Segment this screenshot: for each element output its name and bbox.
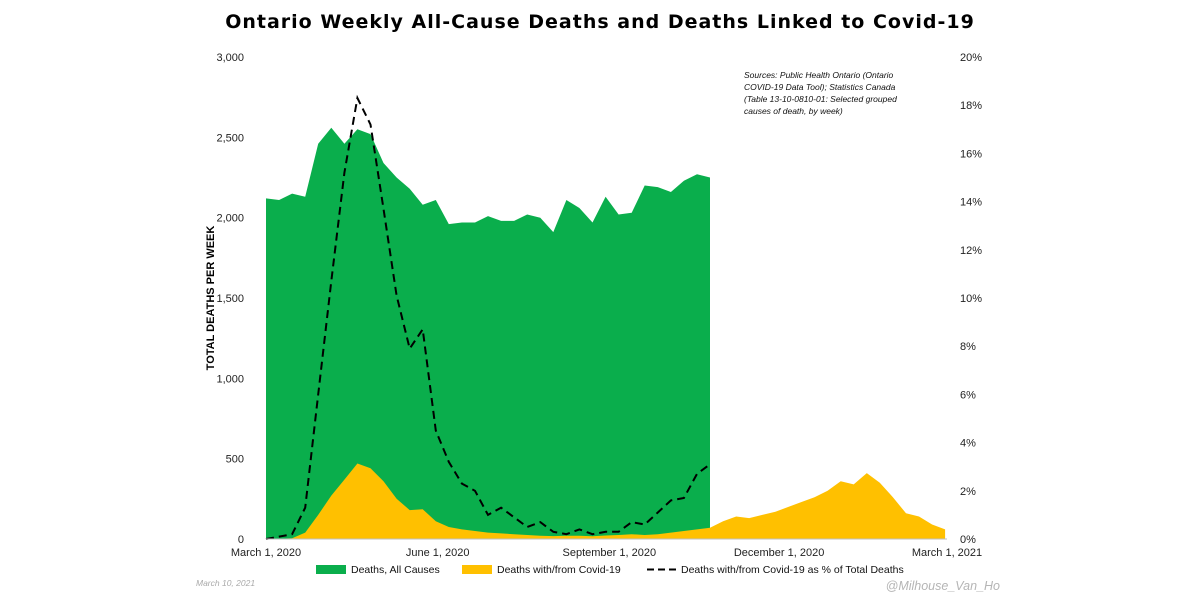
line-layer — [265, 94, 711, 540]
y-tick-label: 3,000 — [216, 52, 244, 64]
area-series-0 — [266, 127, 710, 539]
y-tick-label: 2,500 — [216, 132, 244, 144]
x-tick-label: June 1, 2020 — [406, 547, 470, 559]
y2-tick-label: 2% — [960, 486, 976, 498]
y2-tick-label: 0% — [960, 534, 976, 546]
legend: Deaths, All Causes Deaths with/from Covid… — [316, 564, 904, 576]
y-axis-right: 0% 2% 4% 6% 8% 10% 12% 14% 16% 18% 20% — [960, 52, 982, 546]
y2-tick-label: 20% — [960, 52, 982, 64]
sources-line: COVID-19 Data Tool); Statistics Canada — [744, 82, 896, 92]
chart-title: Ontario Weekly All-Cause Deaths and Deat… — [225, 11, 975, 33]
legend-swatch-all-causes — [316, 565, 346, 574]
y2-tick-label: 4% — [960, 438, 976, 450]
sources-line: Sources: Public Health Ontario (Ontario — [744, 70, 894, 80]
y-tick-label: 1,000 — [216, 373, 244, 385]
legend-label-pct-line: Deaths with/from Covid-19 as % of Total … — [681, 564, 904, 576]
legend-swatch-covid — [462, 565, 492, 574]
area-series-1 — [266, 463, 946, 539]
y2-tick-label: 8% — [960, 341, 976, 353]
sources-line: (Table 13-10-0810-01: Selected grouped — [744, 94, 897, 104]
y-tick-label: 1,500 — [216, 293, 244, 305]
x-tick-label: March 1, 2020 — [231, 547, 301, 559]
y2-tick-label: 14% — [960, 197, 982, 209]
y2-tick-label: 10% — [960, 293, 982, 305]
y-tick-label: 500 — [226, 454, 244, 466]
sources-line: causes of death, by week) — [744, 106, 843, 116]
y2-tick-label: 12% — [960, 245, 982, 257]
areas-layer — [265, 127, 946, 540]
credit-handle: @Milhouse_Van_Ho — [886, 579, 1000, 593]
x-tick-label: September 1, 2020 — [563, 547, 657, 559]
x-tick-label: December 1, 2020 — [734, 547, 825, 559]
date-stamp: March 10, 2021 — [196, 578, 255, 588]
legend-label-covid: Deaths with/from Covid-19 — [497, 564, 621, 576]
x-tick-label: March 1, 2021 — [912, 547, 982, 559]
y-tick-label: 2,000 — [216, 213, 244, 225]
y2-tick-label: 6% — [960, 389, 976, 401]
y-tick-label: 0 — [238, 534, 244, 546]
legend-label-all-causes: Deaths, All Causes — [351, 564, 440, 576]
y2-tick-label: 16% — [960, 148, 982, 160]
y-axis-left: 0 500 1,000 1,500 2,000 2,500 3,000 — [216, 52, 244, 546]
y2-tick-label: 18% — [960, 100, 982, 112]
x-axis: March 1, 2020 June 1, 2020 September 1, 20… — [231, 547, 982, 559]
sources-annotation: Sources: Public Health Ontario (Ontario C… — [744, 70, 897, 116]
plot-area — [265, 94, 947, 540]
y-axis-label: TOTAL DEATHS PER WEEK — [205, 226, 217, 371]
